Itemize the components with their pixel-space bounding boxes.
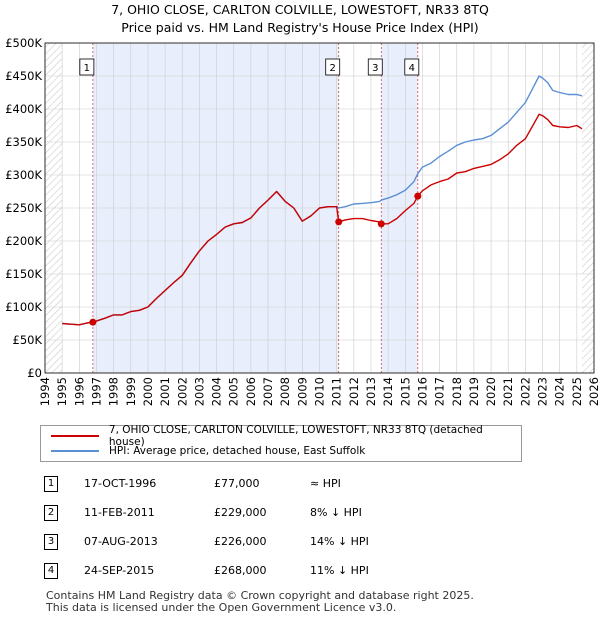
x-tick-label: 2006 <box>244 377 258 406</box>
y-tick-label: £0 <box>27 366 42 380</box>
x-tick-label: 2007 <box>261 377 275 406</box>
legend-swatch-hpi <box>51 450 99 452</box>
sale-point <box>377 220 385 228</box>
sale-callout-box <box>367 58 383 76</box>
sale-date: 11-FEB-2011 <box>84 506 155 519</box>
x-tick-label: 2023 <box>536 377 550 406</box>
sale-price: £226,000 <box>214 535 267 548</box>
sale-number-badge: 3 <box>44 534 58 550</box>
sale-hpi-comparison: 8% ↓ HPI <box>310 506 362 519</box>
y-tick-label: £100K <box>5 300 42 314</box>
price-chart: £0 £50K £100K £150K £200K £250K £300K £350K £400… <box>5 36 600 406</box>
sale-point <box>89 318 97 326</box>
sale-callout-label: 2 <box>330 63 336 74</box>
sale-hpi-comparison: ≈ HPI <box>310 477 341 490</box>
x-tick-label: 2025 <box>570 377 584 406</box>
sale-callout-box <box>79 58 95 76</box>
y-tick-label: £400K <box>5 102 42 116</box>
sales-table: 1 17-OCT-1996 £77,000 ≈ HPI 2 11-FEB-201… <box>0 472 600 588</box>
sale-number-badge: 2 <box>44 505 58 521</box>
x-tick-label: 2004 <box>210 377 224 406</box>
sale-number-badge: 4 <box>44 563 58 579</box>
legend-label-hpi: HPI: Average price, detached house, East… <box>109 445 366 457</box>
x-tick-label: 2014 <box>381 377 395 406</box>
x-tick-label: 2018 <box>450 377 464 406</box>
x-tick-label: 1995 <box>55 377 69 406</box>
legend-swatch-property <box>51 435 99 437</box>
legend: 7, OHIO CLOSE, CARLTON COLVILLE, LOWESTO… <box>40 424 522 462</box>
y-tick-label: £250K <box>5 201 42 215</box>
sale-row: 2 11-FEB-2011 £229,000 8% ↓ HPI <box>0 501 600 530</box>
sale-point <box>414 192 422 200</box>
x-tick-label: 2002 <box>175 377 189 406</box>
x-tick-label: 2000 <box>141 377 155 406</box>
chart-subtitle: Price paid vs. HM Land Registry's House … <box>121 20 479 35</box>
sale-price: £229,000 <box>214 506 267 519</box>
legend-item-property: 7, OHIO CLOSE, CARLTON COLVILLE, LOWESTO… <box>41 424 521 448</box>
y-tick-label: £50K <box>13 333 43 347</box>
x-tick-label: 2026 <box>587 377 600 406</box>
x-tick-label: 2017 <box>433 377 447 406</box>
sale-callout-label: 1 <box>84 63 90 74</box>
sale-row: 4 24-SEP-2015 £268,000 11% ↓ HPI <box>0 559 600 588</box>
y-tick-label: £200K <box>5 234 42 248</box>
x-tick-label: 2024 <box>553 377 567 406</box>
sale-row: 1 17-OCT-1996 £77,000 ≈ HPI <box>0 472 600 501</box>
footer: Contains HM Land Registry data © Crown c… <box>46 590 474 613</box>
x-tick-label: 2009 <box>295 377 309 406</box>
y-tick-label: £350K <box>5 135 42 149</box>
sale-number-badge: 1 <box>44 476 58 492</box>
plot-border <box>44 42 595 374</box>
y-tick-label: £450K <box>5 69 42 83</box>
x-tick-label: 2008 <box>278 377 292 406</box>
sale-date: 24-SEP-2015 <box>84 564 155 577</box>
sale-date: 07-AUG-2013 <box>84 535 158 548</box>
y-tick-label: £500K <box>5 36 42 50</box>
x-tick-label: 2005 <box>227 377 241 406</box>
x-tick-label: 1994 <box>38 377 52 406</box>
chart-title: 7, OHIO CLOSE, CARLTON COLVILLE, LOWESTO… <box>111 2 489 17</box>
x-tick-label: 2021 <box>501 377 515 406</box>
y-tick-label: £300K <box>5 168 42 182</box>
x-tick-label: 2001 <box>158 377 172 406</box>
x-tick-label: 2019 <box>467 377 481 406</box>
x-tick-label: 2012 <box>347 377 361 406</box>
x-tick-label: 1996 <box>72 377 86 406</box>
sale-row: 3 07-AUG-2013 £226,000 14% ↓ HPI <box>0 530 600 559</box>
sale-callout-label: 4 <box>409 63 415 74</box>
x-tick-label: 1997 <box>89 377 103 406</box>
footer-licence: This data is licensed under the Open Gov… <box>46 600 397 614</box>
x-tick-label: 1999 <box>124 377 138 406</box>
x-tick-label: 2022 <box>518 377 532 406</box>
sale-point <box>335 218 343 226</box>
sale-price: £268,000 <box>214 564 267 577</box>
sale-hpi-comparison: 14% ↓ HPI <box>310 535 369 548</box>
x-tick-label: 2016 <box>415 377 429 406</box>
sale-callout-box <box>325 58 341 76</box>
sale-hpi-comparison: 11% ↓ HPI <box>310 564 369 577</box>
sale-price: £77,000 <box>214 477 260 490</box>
x-tick-label: 2011 <box>330 377 344 406</box>
sale-callout-label: 3 <box>372 63 378 74</box>
x-tick-label: 2010 <box>313 377 327 406</box>
sale-date: 17-OCT-1996 <box>84 477 157 490</box>
x-tick-label: 2015 <box>398 377 412 406</box>
x-tick-label: 2003 <box>192 377 206 406</box>
legend-label-property: 7, OHIO CLOSE, CARLTON COLVILLE, LOWESTO… <box>108 424 483 448</box>
x-tick-label: 1998 <box>107 377 121 406</box>
footer-copyright: Contains HM Land Registry data © Crown c… <box>46 589 474 602</box>
legend-item-hpi: HPI: Average price, detached house, East… <box>41 444 365 458</box>
y-tick-label: £150K <box>5 267 42 281</box>
sale-callout-box <box>404 58 420 76</box>
x-tick-label: 2020 <box>484 377 498 406</box>
x-tick-label: 2013 <box>364 377 378 406</box>
